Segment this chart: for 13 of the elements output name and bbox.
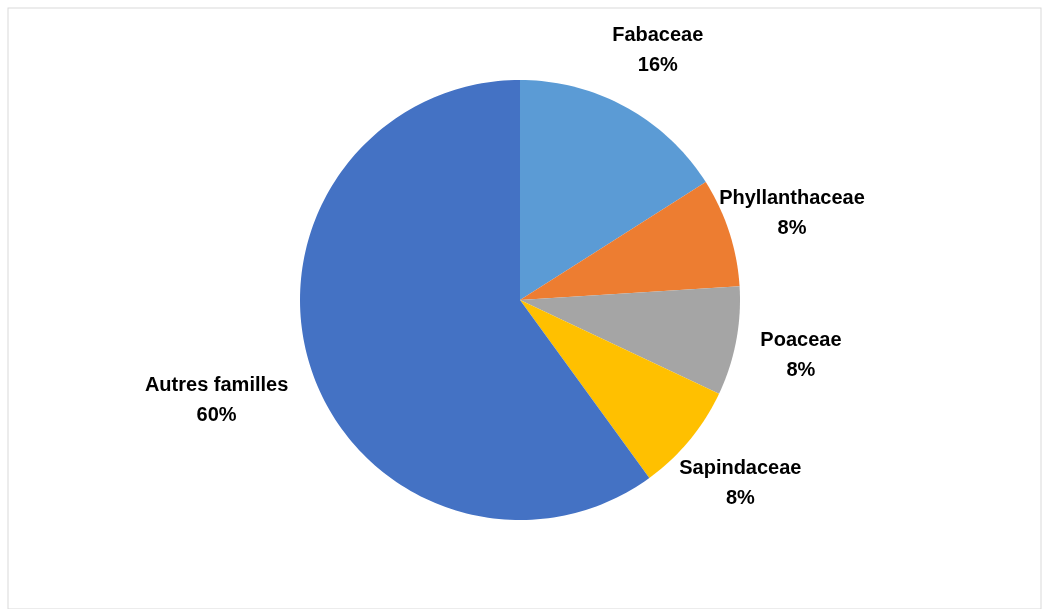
slice-label: Fabaceae <box>612 23 704 46</box>
pie-slice <box>520 80 706 300</box>
slice-label: Autres familles <box>144 372 289 395</box>
data-label: 8% <box>725 486 756 509</box>
pie-slice <box>520 286 740 394</box>
data-label: 16% <box>637 53 679 76</box>
data-label: 8% <box>777 215 807 238</box>
slice-label: Sapindaceae <box>679 456 802 479</box>
data-label: 8% <box>786 357 816 380</box>
slice-label: Phyllanthaceae <box>719 185 865 208</box>
pie-slice <box>300 80 650 520</box>
slice-label: Poaceae <box>760 327 842 350</box>
data-label: 60% <box>196 402 237 425</box>
